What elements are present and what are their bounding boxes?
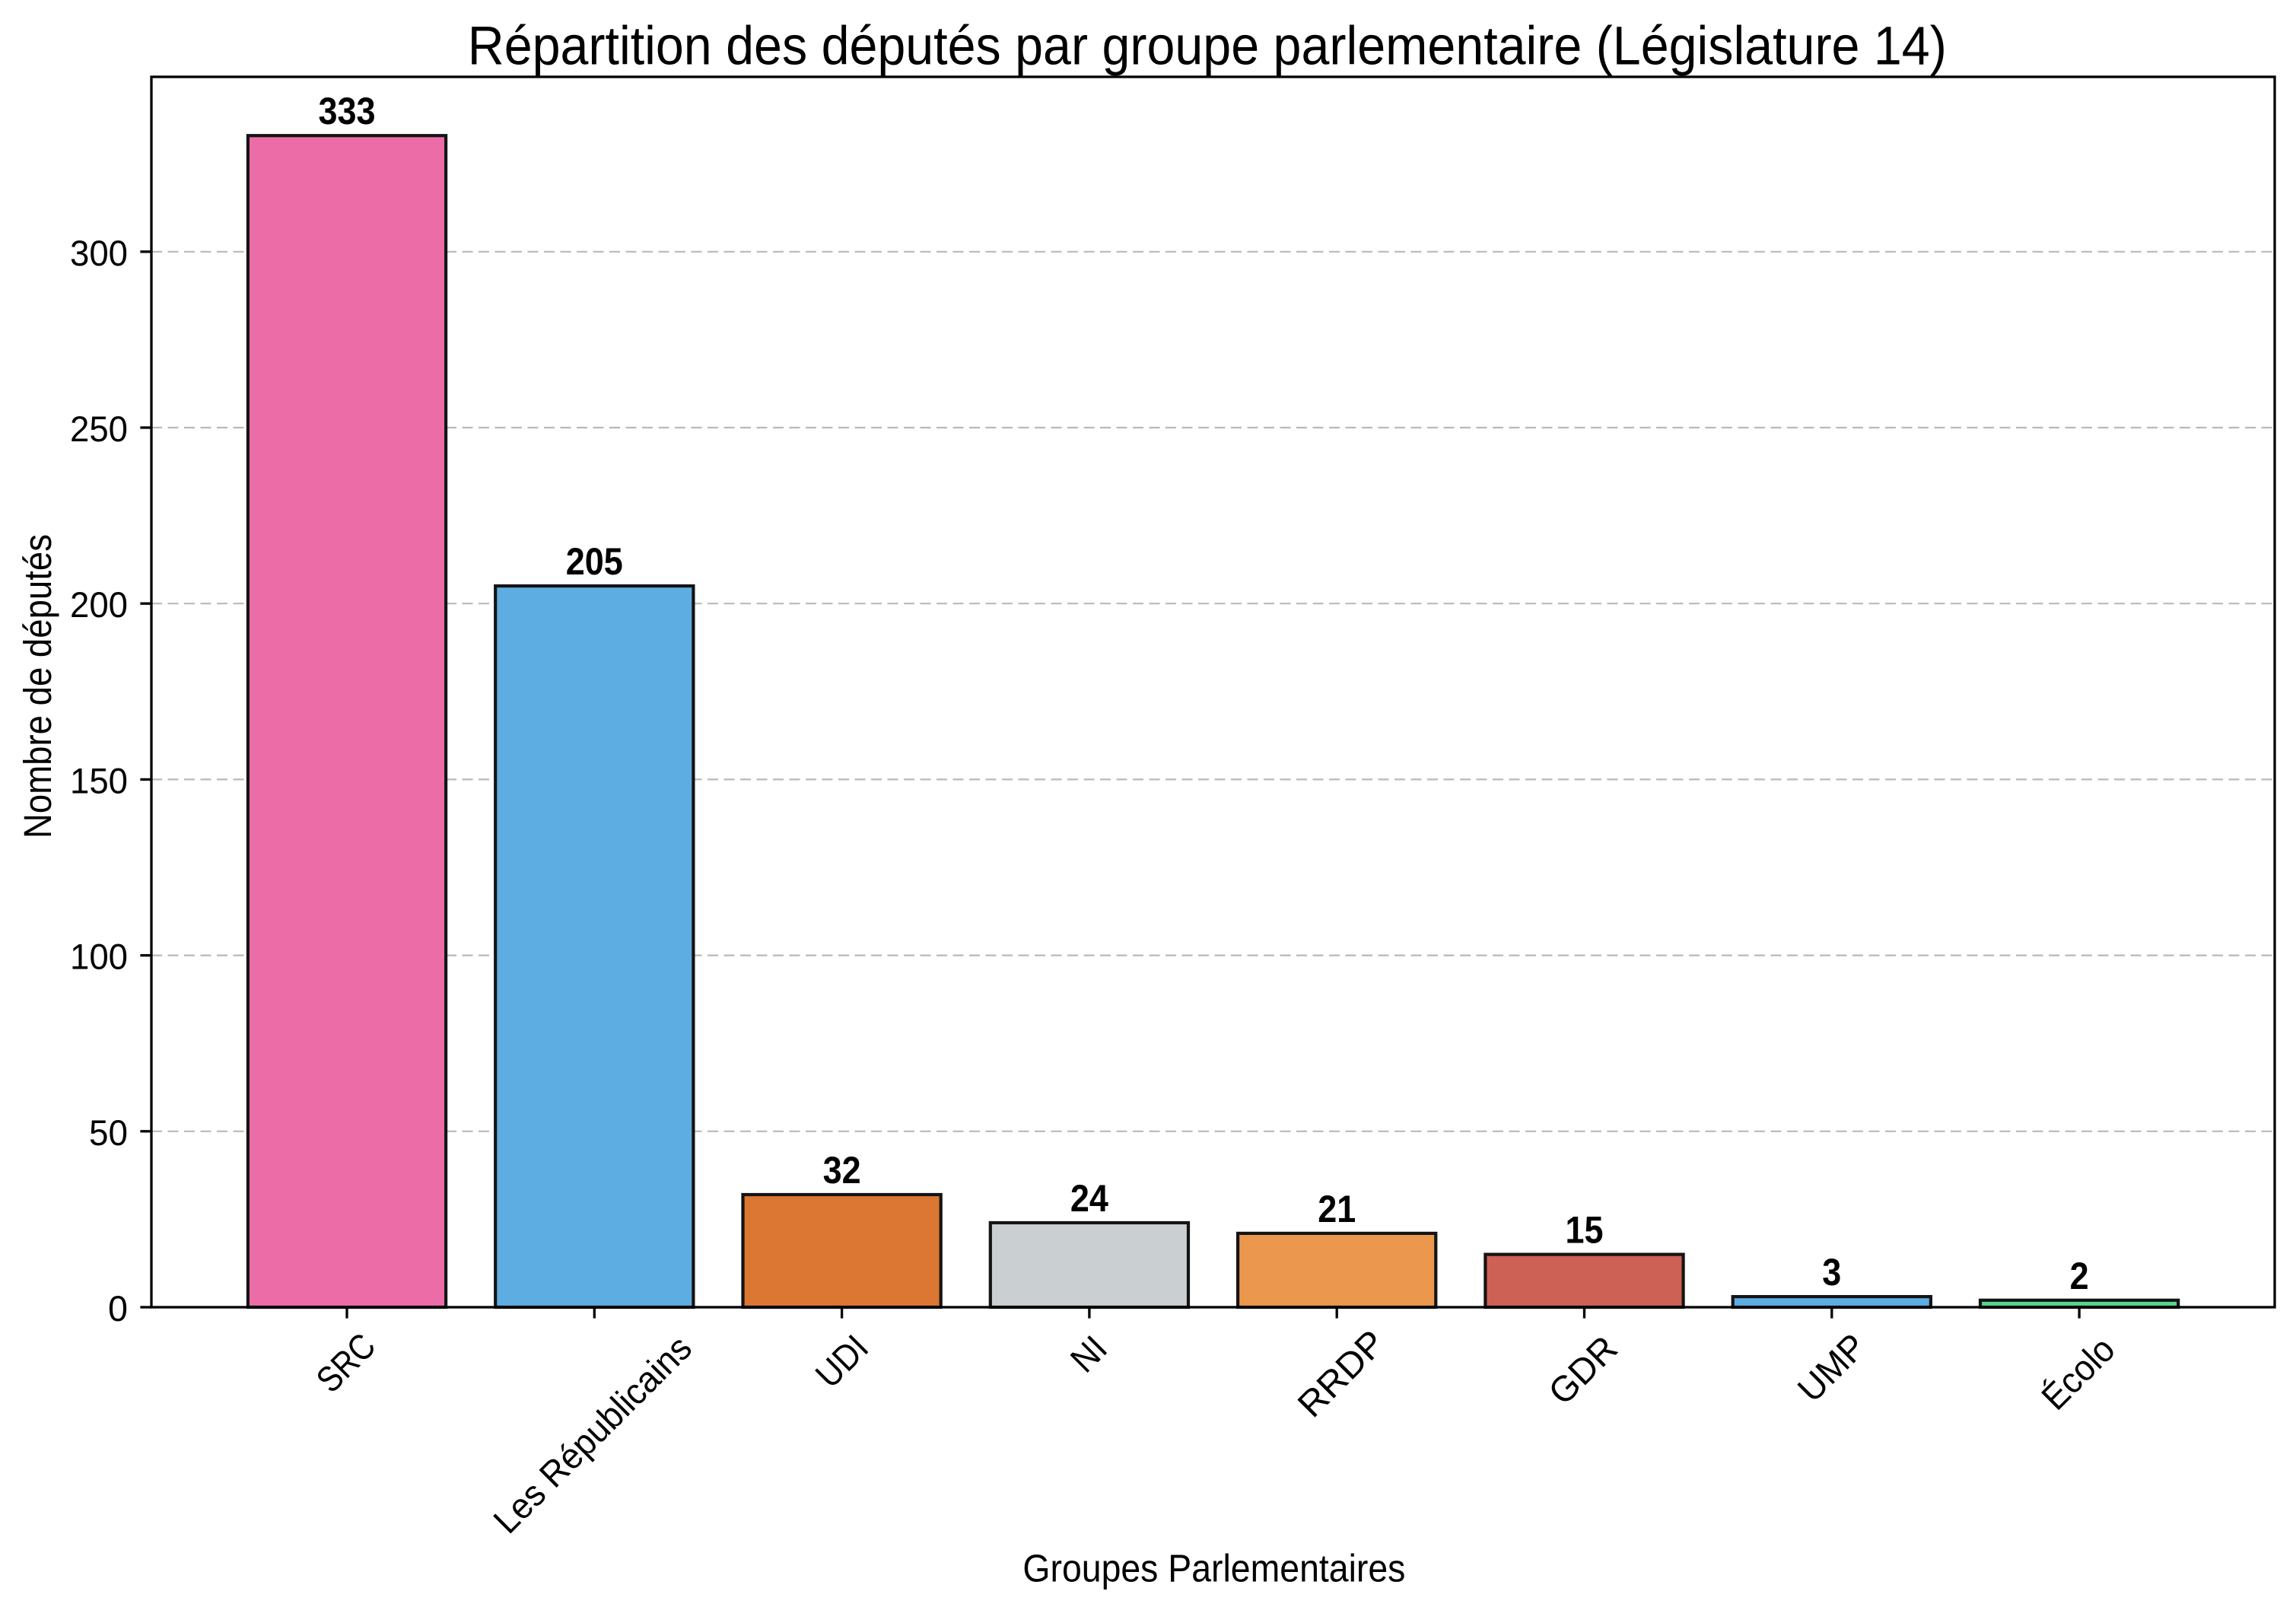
svg-text:Répartition des députés par gr: Répartition des députés par groupe parle… — [468, 17, 1947, 77]
svg-text:200: 200 — [70, 585, 128, 625]
svg-text:205: 205 — [566, 539, 623, 583]
svg-text:150: 150 — [70, 761, 128, 801]
svg-text:Nombre de députés: Nombre de députés — [16, 534, 59, 839]
svg-text:32: 32 — [823, 1148, 861, 1192]
svg-text:300: 300 — [70, 234, 128, 274]
svg-text:250: 250 — [70, 409, 128, 450]
svg-text:2: 2 — [2070, 1254, 2089, 1297]
svg-text:24: 24 — [1070, 1176, 1108, 1220]
svg-text:3: 3 — [1822, 1250, 1841, 1294]
svg-text:Groupes Parlementaires: Groupes Parlementaires — [1022, 1547, 1405, 1590]
svg-text:100: 100 — [70, 937, 128, 978]
svg-text:333: 333 — [319, 89, 376, 132]
svg-text:50: 50 — [89, 1113, 128, 1154]
svg-text:15: 15 — [1566, 1208, 1604, 1252]
svg-text:21: 21 — [1318, 1187, 1356, 1230]
svg-text:0: 0 — [108, 1289, 128, 1329]
